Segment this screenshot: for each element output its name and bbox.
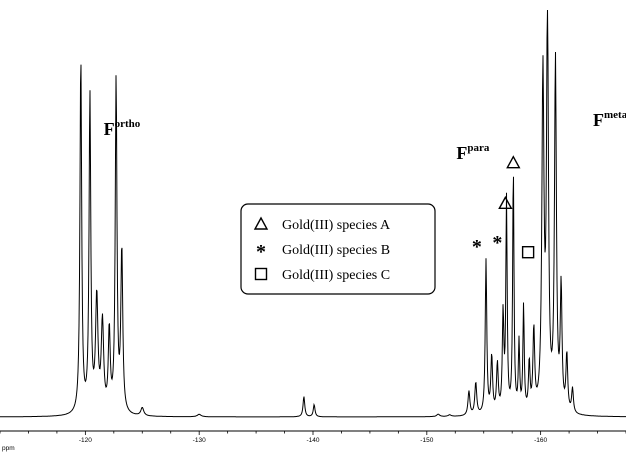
marker-star: * [492, 232, 502, 254]
legend: Gold(III) species A * Gold(III) species B G… [240, 203, 436, 295]
peak-labels: Fortho Fpara Fmeta [104, 109, 626, 163]
peak-label-meta: Fmeta [593, 109, 626, 130]
x-axis-ticks: -120 -130 -140 -150 -160 [0, 431, 626, 444]
peak-label-ortho: Fortho [104, 118, 141, 139]
species-markers: * * [472, 155, 535, 259]
spectrum-trace [0, 9, 626, 418]
legend-label: Gold(III) species B [282, 243, 390, 258]
x-tick-label: -130 [193, 437, 206, 444]
x-tick-label: -150 [420, 437, 433, 444]
legend-symbol-star: * [256, 241, 266, 263]
x-tick-label: -160 [534, 437, 547, 444]
legend-box [240, 203, 436, 295]
legend-symbol-triangle [253, 216, 269, 230]
peak-label-para: Fpara [456, 142, 490, 163]
x-tick-label: -120 [79, 437, 92, 444]
marker-star: * [472, 236, 482, 258]
marker-triangle [498, 195, 513, 210]
x-tick-label: -140 [306, 437, 319, 444]
legend-label: Gold(III) species A [282, 218, 391, 233]
legend-label: Gold(III) species C [282, 268, 390, 283]
x-axis-unit-label: ppm [2, 445, 15, 452]
marker-triangle [506, 155, 521, 169]
legend-symbol-square [254, 267, 268, 281]
marker-square [521, 245, 535, 259]
